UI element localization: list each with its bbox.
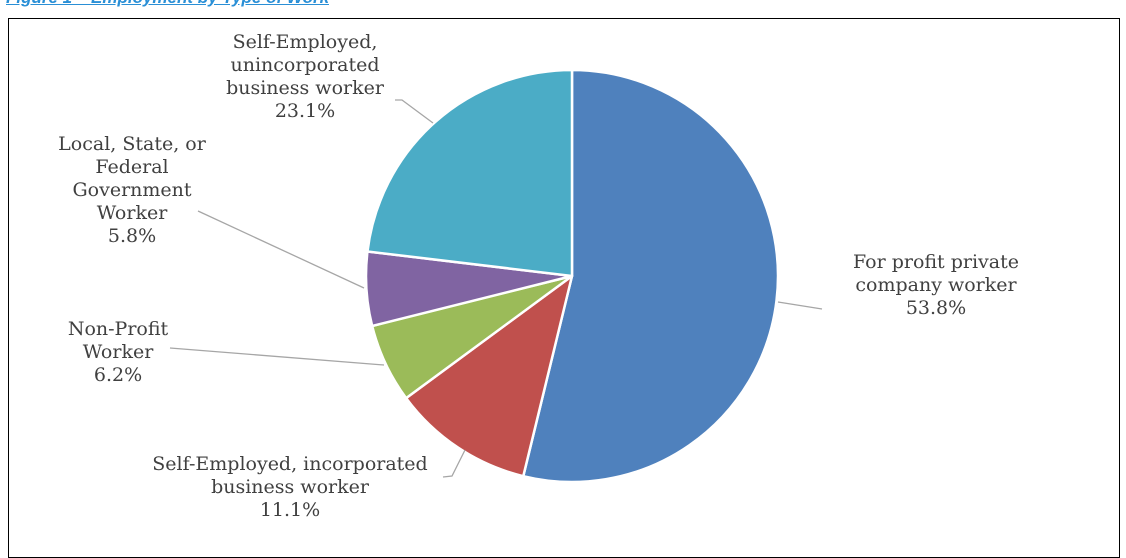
slice-label-4: Self-Employed, unincorporated business wor… <box>226 31 385 122</box>
slice-labels: For profit private company worker 53.8% Sel… <box>58 31 1019 521</box>
slice-label-2: Non-Profit Worker 6.2% <box>68 318 169 386</box>
leader-line-0 <box>777 301 823 310</box>
slice-label-1: Self-Employed, incorporated business work… <box>152 453 427 521</box>
pie-slices <box>364 68 780 484</box>
pie-chart: For profit private company worker 53.8% Sel… <box>58 31 1019 521</box>
slice-label-0: For profit private company worker 53.8% <box>853 251 1019 319</box>
leader-lines <box>169 99 823 478</box>
pie-slice-1 <box>404 274 574 478</box>
figure-title: Figure 1 – Employment by Type of Work <box>6 0 329 10</box>
leader-line-2 <box>169 347 385 366</box>
slice-label-3: Local, State, or Federal Government Worker 5… <box>58 133 207 247</box>
leader-line-1 <box>442 449 466 478</box>
leader-line-3 <box>197 210 365 289</box>
leader-line-4 <box>395 99 434 124</box>
pie-slice-0 <box>522 68 780 484</box>
pie-slice-4 <box>366 68 574 278</box>
